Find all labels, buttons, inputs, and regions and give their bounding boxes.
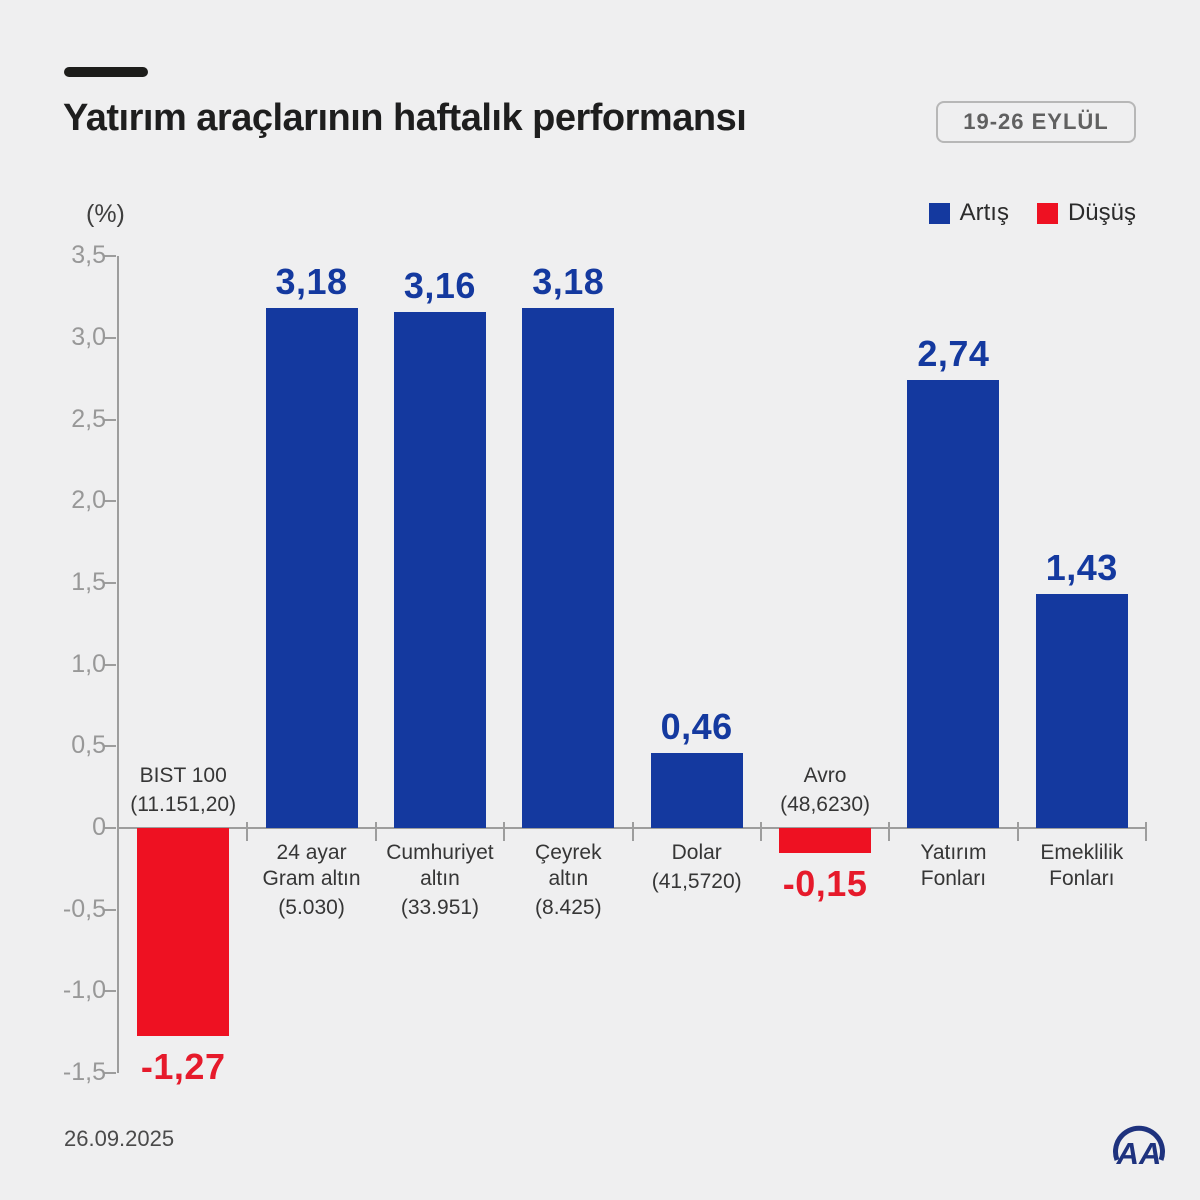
bar-value-label: 2,74 bbox=[917, 333, 990, 375]
bar-category-label: 24 ayar Gram altın (5.030) bbox=[222, 840, 402, 921]
bar-dolar bbox=[650, 752, 743, 828]
bar--eyrek-alt-n bbox=[522, 308, 615, 828]
legend-label-decrease: Düşüş bbox=[1067, 199, 1136, 226]
category-name-line: BIST 100 bbox=[139, 764, 227, 787]
title-accent-bar bbox=[64, 67, 148, 77]
y-tick-label: 1,0 bbox=[71, 649, 106, 678]
y-tick-label: -0,5 bbox=[62, 894, 106, 923]
bar-value-label: 0,46 bbox=[660, 705, 733, 747]
category-name-line: Çeyrek bbox=[535, 841, 602, 864]
legend-item-increase: Artış bbox=[928, 199, 1009, 227]
category-detail-value: (41,5720) bbox=[651, 870, 742, 893]
bar-yat-r-m-fonlar- bbox=[907, 380, 1000, 828]
y-tick-label: 1,5 bbox=[71, 567, 106, 596]
category-name-line: Avro bbox=[803, 764, 847, 787]
page-title: Yatırım araçlarının haftalık performansı bbox=[63, 97, 747, 139]
bar-category-label: BIST 100 (11.151,20) bbox=[93, 763, 273, 818]
y-tick-label: 3,0 bbox=[71, 322, 106, 351]
y-axis-tick bbox=[104, 581, 116, 584]
y-axis-tick bbox=[104, 336, 116, 339]
bar-value-label: -0,15 bbox=[782, 862, 868, 904]
y-axis-line bbox=[117, 256, 119, 1074]
bar-value-label: -1,27 bbox=[140, 1045, 226, 1087]
category-name-line: Fonları bbox=[1049, 867, 1115, 890]
x-axis-tick bbox=[503, 822, 506, 841]
y-tick-label: 2,0 bbox=[71, 486, 106, 515]
category-name-line: Fonları bbox=[920, 867, 987, 890]
increase-swatch bbox=[928, 202, 950, 224]
legend-label-increase: Artış bbox=[959, 199, 1009, 226]
category-detail-value: (48,6230) bbox=[780, 793, 871, 816]
bar-value-label: 1,43 bbox=[1045, 547, 1118, 589]
category-name-line: 24 ayar bbox=[276, 841, 347, 864]
category-detail-value: (33.951) bbox=[400, 896, 480, 919]
bar-cumhuriyet-alt-n bbox=[393, 311, 486, 828]
y-axis-tick bbox=[104, 255, 116, 258]
y-axis-tick bbox=[104, 418, 116, 421]
y-axis-tick bbox=[104, 908, 116, 911]
bar-bist-100 bbox=[137, 828, 230, 1036]
y-axis-tick bbox=[104, 1072, 116, 1075]
bar-category-label: Dolar (41,5720) bbox=[607, 840, 787, 895]
x-axis-tick bbox=[1145, 822, 1147, 841]
bar-value-label: 3,18 bbox=[532, 261, 605, 303]
category-name-line: Gram altın bbox=[262, 867, 361, 890]
y-axis-tick bbox=[104, 990, 116, 993]
bar-value-label: 3,18 bbox=[275, 261, 348, 303]
category-name-line: Dolar bbox=[671, 841, 722, 864]
bar-24-ayar-gram-alt-n bbox=[265, 308, 358, 828]
category-detail-value: (11.151,20) bbox=[130, 793, 237, 816]
y-axis-tick bbox=[104, 827, 116, 829]
bar-category-label: Avro (48,6230) bbox=[735, 763, 915, 818]
x-axis-tick bbox=[759, 822, 762, 841]
category-name-line: altın bbox=[548, 867, 589, 890]
bar-emeklilik-fonlar- bbox=[1035, 594, 1128, 828]
category-name-line: Cumhuriyet bbox=[386, 841, 494, 864]
x-axis-tick bbox=[246, 822, 249, 841]
y-tick-label: 0,5 bbox=[71, 731, 106, 760]
y-tick-label: -1,5 bbox=[62, 1058, 106, 1087]
bar-category-label: Çeyrek altın (8.425) bbox=[478, 840, 658, 921]
bar-avro bbox=[779, 828, 872, 853]
y-axis-tick bbox=[104, 745, 116, 748]
svg-text:AA: AA bbox=[1116, 1136, 1162, 1171]
x-axis-tick bbox=[888, 822, 891, 841]
aa-agency-logo: AA bbox=[1104, 1110, 1174, 1174]
decrease-swatch bbox=[1036, 202, 1058, 224]
y-tick-label: 2,5 bbox=[71, 404, 106, 433]
bar-category-label: Cumhuriyet altın (33.951) bbox=[350, 840, 530, 921]
category-detail-value: (5.030) bbox=[278, 896, 345, 919]
y-tick-label: 3,5 bbox=[71, 241, 106, 270]
bar-category-label: Yatırım Fonları bbox=[863, 840, 1043, 892]
x-axis-tick bbox=[374, 822, 377, 841]
bar-value-label: 3,16 bbox=[403, 264, 476, 306]
category-name-line: Emeklilik bbox=[1040, 841, 1124, 864]
category-detail-value: (8.425) bbox=[535, 896, 602, 919]
x-axis-tick bbox=[1016, 822, 1019, 841]
y-axis-tick bbox=[104, 663, 116, 666]
y-axis-tick bbox=[104, 500, 116, 503]
x-axis-tick bbox=[631, 822, 634, 841]
category-name-line: Yatırım bbox=[920, 841, 987, 864]
date-range-badge: 19-26 EYLÜL bbox=[936, 101, 1136, 143]
category-name-line: altın bbox=[420, 867, 460, 890]
y-axis-unit-label: (%) bbox=[86, 200, 125, 228]
publication-date: 26.09.2025 bbox=[64, 1126, 175, 1151]
legend: Artış Düşüş bbox=[928, 199, 1136, 227]
y-tick-label: -1,0 bbox=[62, 976, 106, 1005]
bar-category-label: Emeklilik Fonları bbox=[992, 840, 1172, 892]
y-tick-label: 0 bbox=[92, 813, 106, 841]
legend-item-decrease: Düşüş bbox=[1036, 199, 1136, 227]
